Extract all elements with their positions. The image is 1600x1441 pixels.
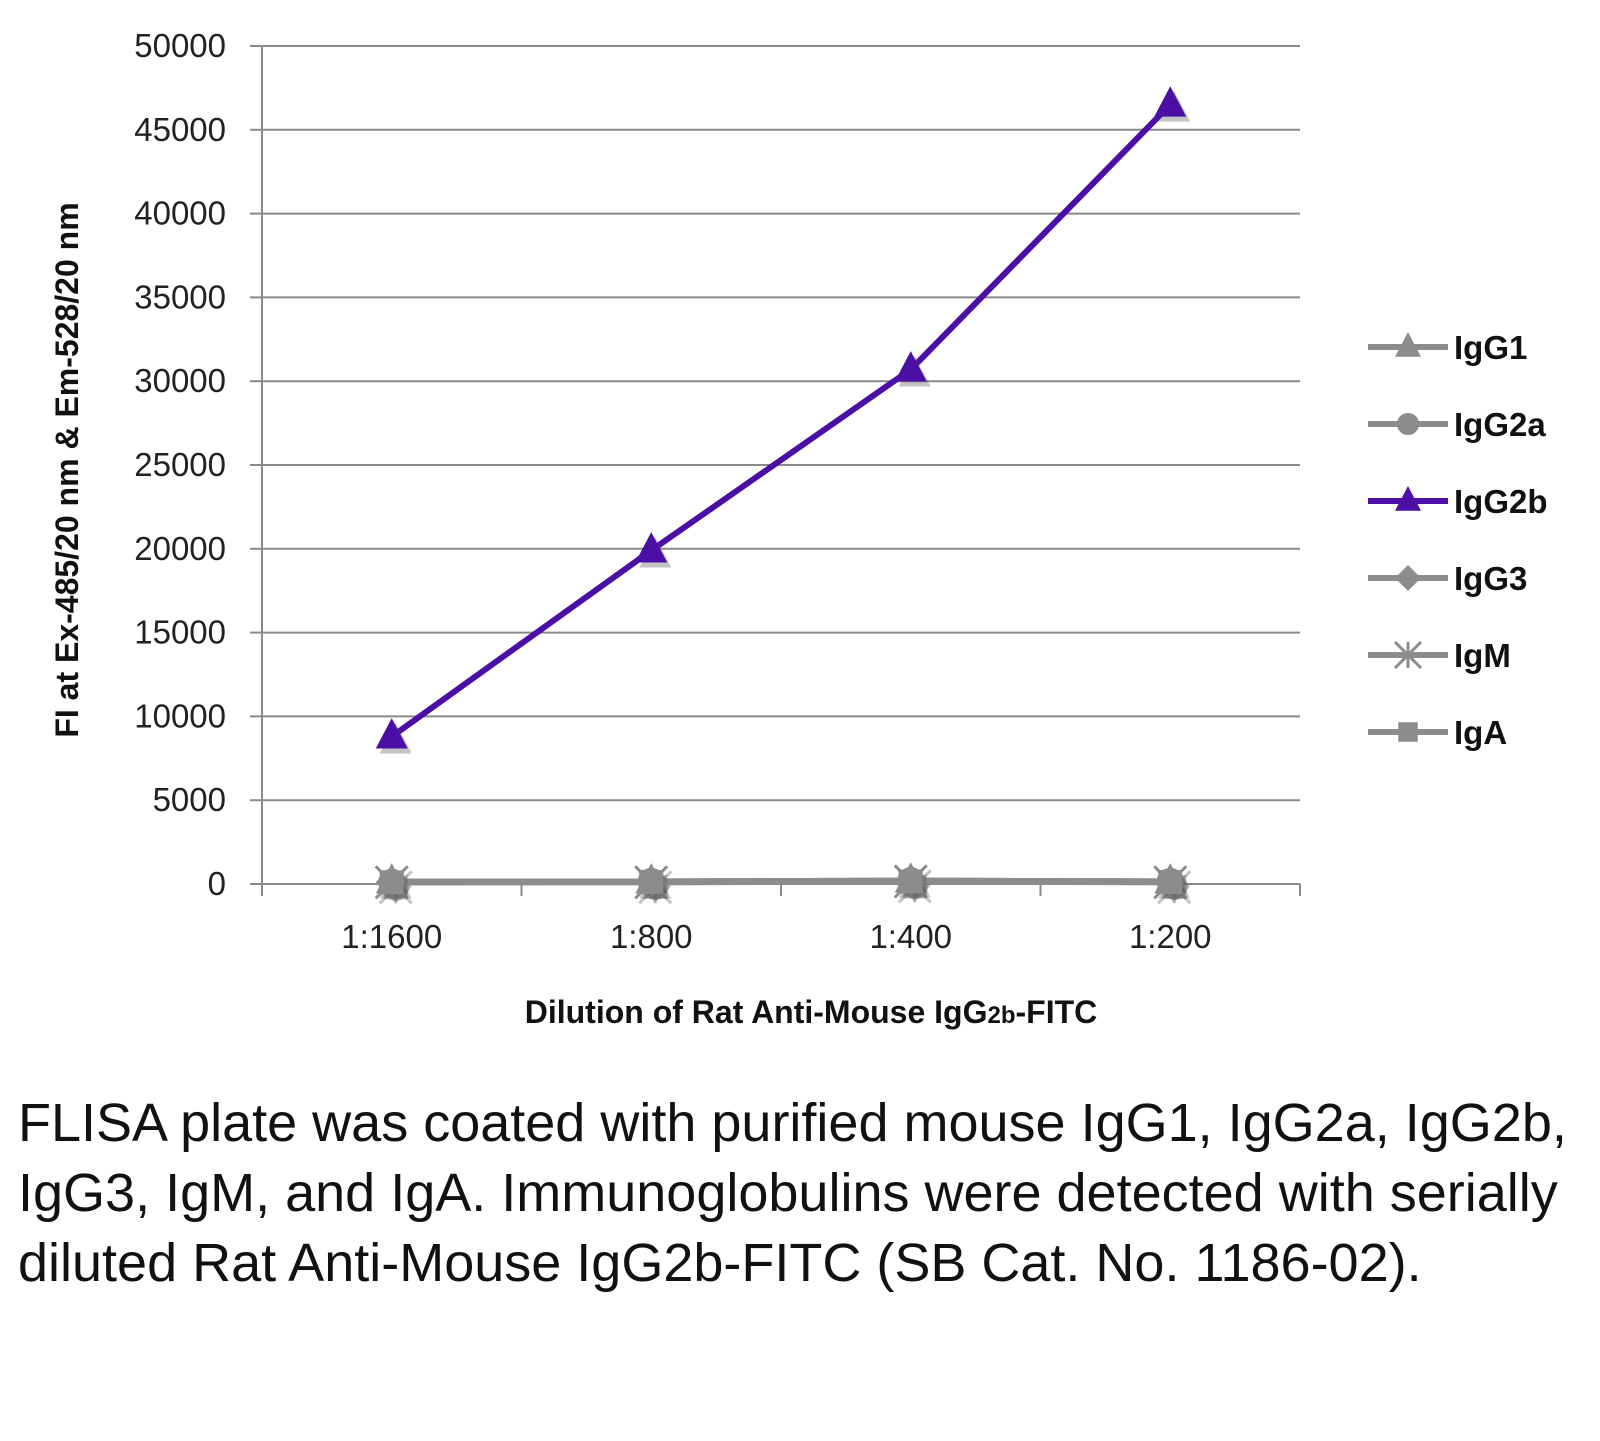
y-tick-label: 15000	[134, 614, 226, 651]
y-tick-label: 25000	[134, 446, 226, 483]
marker-triangle	[375, 718, 408, 749]
legend-label: IgM	[1454, 637, 1511, 674]
legend-label: IgG1	[1454, 329, 1527, 366]
y-tick-label: 40000	[134, 195, 226, 232]
x-axis-title-subscript: 2b	[987, 1002, 1015, 1029]
marker-diamond	[1395, 565, 1421, 591]
marker-circle	[1396, 412, 1420, 436]
legend-label: IgA	[1454, 714, 1507, 751]
x-tick-label: 1:200	[1129, 918, 1212, 955]
x-tick-label: 1:1600	[341, 918, 442, 955]
marker-square	[1158, 869, 1183, 894]
legend-item-IgG1: IgG1	[1368, 329, 1527, 366]
marker-triangle	[894, 351, 927, 382]
y-tick-label: 5000	[153, 781, 226, 818]
legend-item-IgM: IgM	[1368, 637, 1511, 674]
x-tick-label: 1:800	[610, 918, 693, 955]
y-tick-label: 30000	[134, 362, 226, 399]
series-line	[390, 102, 1173, 739]
y-axis-title: FI at Ex-485/20 nm & Em-528/20 nm	[49, 202, 85, 737]
legend-label: IgG2a	[1454, 406, 1546, 443]
marker-square	[379, 870, 404, 895]
legend-label: IgG3	[1454, 560, 1527, 597]
legend-item-IgG3: IgG3	[1368, 560, 1527, 597]
marker-triangle	[1395, 332, 1421, 357]
y-tick-label: 35000	[134, 278, 226, 315]
axes	[250, 45, 1301, 896]
y-tick-labels: 0 5000 10000 15000 20000 25000 30000 35000 40000…	[134, 27, 226, 902]
legend-item-IgA: IgA	[1368, 714, 1507, 751]
series-line	[391, 878, 1171, 886]
legend-label: IgG2b	[1454, 483, 1548, 520]
x-axis-title-main: Dilution of Rat Anti-Mouse IgG	[525, 994, 988, 1030]
x-axis-title: Dilution of Rat Anti-Mouse IgG2b-FITC	[525, 994, 1098, 1030]
series-IgG2b	[375, 86, 1191, 754]
x-tick-labels: 1:1600 1:800 1:400 1:200	[341, 918, 1211, 955]
gridlines	[262, 45, 1300, 802]
legend: IgG1 IgG2a IgG2b IgG3 IgM IgA	[1368, 329, 1548, 751]
y-tick-label: 50000	[134, 27, 226, 64]
figure-caption: FLISA plate was coated with purified mou…	[18, 1093, 1567, 1293]
marker-star	[1393, 640, 1423, 670]
marker-triangle	[635, 532, 668, 563]
marker-triangle	[1395, 486, 1421, 511]
marker-square	[898, 869, 923, 894]
y-tick-label: 0	[208, 865, 226, 902]
x-axis-title-tail: -FITC	[1016, 994, 1098, 1030]
series-group	[374, 86, 1192, 905]
series-IgA	[379, 869, 1187, 900]
y-tick-label: 10000	[134, 697, 226, 734]
legend-item-IgG2a: IgG2a	[1368, 406, 1546, 443]
y-tick-label: 45000	[134, 111, 226, 148]
marker-triangle	[1154, 86, 1187, 117]
line-chart: 0 5000 10000 15000 20000 25000 30000 35000 40000…	[49, 27, 1548, 1030]
marker-square	[639, 869, 664, 894]
y-tick-label: 20000	[134, 530, 226, 567]
marker-square	[1398, 722, 1418, 742]
legend-item-IgG2b: IgG2b	[1368, 483, 1548, 520]
x-tick-label: 1:400	[869, 918, 952, 955]
